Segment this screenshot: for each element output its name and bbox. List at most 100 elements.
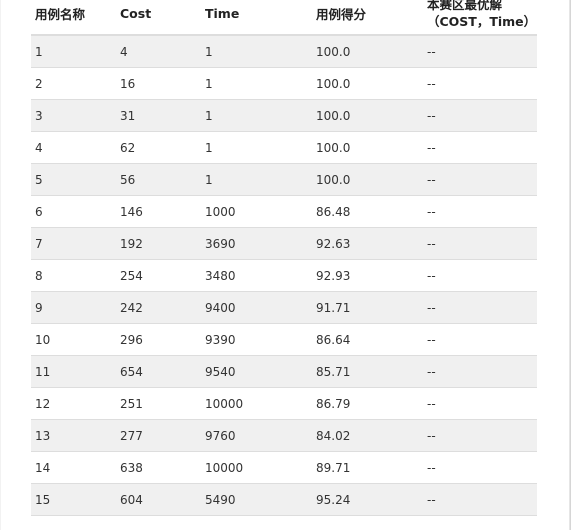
cell-score: 92.93	[312, 259, 423, 292]
cell-cost: 192	[116, 227, 201, 260]
table-row: 14 638 10000 89.71 --	[31, 451, 537, 484]
cell-best-solution: --	[423, 355, 537, 388]
right-border	[569, 0, 571, 530]
cell-case-name: 14	[31, 451, 116, 484]
table-row: 1 4 1 100.0 --	[31, 35, 537, 68]
cell-cost: 56	[116, 163, 201, 196]
cell-best-solution: --	[423, 291, 537, 324]
cell-score: 95.24	[312, 483, 423, 516]
cell-score: 92.63	[312, 227, 423, 260]
results-table: 用例名称 Cost Time 用例得分 本赛区最优解 （COST，Time） 1…	[31, 0, 537, 516]
cell-time: 1	[201, 99, 312, 132]
cell-time: 9760	[201, 419, 312, 452]
cell-score: 100.0	[312, 163, 423, 196]
cell-best-solution: --	[423, 163, 537, 196]
table-row: 2 16 1 100.0 --	[31, 67, 537, 100]
cell-case-name: 12	[31, 387, 116, 420]
cell-cost: 4	[116, 35, 201, 68]
cell-cost: 16	[116, 67, 201, 100]
cell-cost: 242	[116, 291, 201, 324]
header-best-solution-subtitle: （COST，Time）	[427, 14, 537, 29]
header-cost: Cost	[116, 0, 201, 36]
cell-time: 1	[201, 35, 312, 68]
header-time: Time	[201, 0, 312, 36]
cell-time: 3480	[201, 259, 312, 292]
table-row: 4 62 1 100.0 --	[31, 131, 537, 164]
cell-score: 91.71	[312, 291, 423, 324]
header-best-solution: 本赛区最优解 （COST，Time）	[423, 0, 537, 36]
cell-case-name: 11	[31, 355, 116, 388]
table-row: 5 56 1 100.0 --	[31, 163, 537, 196]
cell-time: 10000	[201, 451, 312, 484]
cell-case-name: 15	[31, 483, 116, 516]
table-row: 10 296 9390 86.64 --	[31, 323, 537, 356]
cell-score: 86.48	[312, 195, 423, 228]
cell-best-solution: --	[423, 99, 537, 132]
left-border	[0, 0, 1, 530]
cell-time: 1	[201, 67, 312, 100]
cell-cost: 654	[116, 355, 201, 388]
cell-best-solution: --	[423, 195, 537, 228]
header-best-solution-title: 本赛区最优解	[427, 0, 503, 12]
table-row: 15 604 5490 95.24 --	[31, 483, 537, 516]
cell-score: 100.0	[312, 35, 423, 68]
cell-cost: 638	[116, 451, 201, 484]
cell-score: 84.02	[312, 419, 423, 452]
cell-time: 1	[201, 163, 312, 196]
cell-best-solution: --	[423, 131, 537, 164]
cell-score: 100.0	[312, 99, 423, 132]
cell-time: 1000	[201, 195, 312, 228]
cell-best-solution: --	[423, 387, 537, 420]
cell-case-name: 13	[31, 419, 116, 452]
cell-best-solution: --	[423, 67, 537, 100]
cell-time: 5490	[201, 483, 312, 516]
cell-case-name: 4	[31, 131, 116, 164]
cell-case-name: 9	[31, 291, 116, 324]
table-row: 13 277 9760 84.02 --	[31, 419, 537, 452]
cell-case-name: 10	[31, 323, 116, 356]
cell-cost: 146	[116, 195, 201, 228]
cell-case-name: 1	[31, 35, 116, 68]
cell-cost: 277	[116, 419, 201, 452]
table-row: 6 146 1000 86.48 --	[31, 195, 537, 228]
cell-score: 86.79	[312, 387, 423, 420]
table-row: 11 654 9540 85.71 --	[31, 355, 537, 388]
cell-best-solution: --	[423, 483, 537, 516]
cell-best-solution: --	[423, 259, 537, 292]
cell-case-name: 6	[31, 195, 116, 228]
cell-time: 1	[201, 131, 312, 164]
cell-time: 3690	[201, 227, 312, 260]
header-row: 用例名称 Cost Time 用例得分 本赛区最优解 （COST，Time）	[31, 0, 537, 36]
cell-score: 100.0	[312, 131, 423, 164]
cell-time: 10000	[201, 387, 312, 420]
table-row: 7 192 3690 92.63 --	[31, 227, 537, 260]
cell-time: 9400	[201, 291, 312, 324]
cell-best-solution: --	[423, 323, 537, 356]
cell-score: 89.71	[312, 451, 423, 484]
cell-cost: 31	[116, 99, 201, 132]
cell-cost: 254	[116, 259, 201, 292]
cell-best-solution: --	[423, 419, 537, 452]
cell-case-name: 7	[31, 227, 116, 260]
cell-case-name: 5	[31, 163, 116, 196]
cell-score: 100.0	[312, 67, 423, 100]
table-row: 8 254 3480 92.93 --	[31, 259, 537, 292]
cell-time: 9540	[201, 355, 312, 388]
table-body: 1 4 1 100.0 -- 2 16 1 100.0 -- 3 31 1 10…	[31, 35, 537, 516]
table-header: 用例名称 Cost Time 用例得分 本赛区最优解 （COST，Time）	[31, 0, 537, 36]
table-row: 3 31 1 100.0 --	[31, 99, 537, 132]
cell-time: 9390	[201, 323, 312, 356]
header-case-name: 用例名称	[31, 0, 116, 36]
cell-score: 86.64	[312, 323, 423, 356]
header-case-score: 用例得分	[312, 0, 423, 36]
table-row: 12 251 10000 86.79 --	[31, 387, 537, 420]
cell-case-name: 8	[31, 259, 116, 292]
cell-cost: 251	[116, 387, 201, 420]
cell-case-name: 3	[31, 99, 116, 132]
cell-score: 85.71	[312, 355, 423, 388]
table-row: 9 242 9400 91.71 --	[31, 291, 537, 324]
cell-best-solution: --	[423, 35, 537, 68]
cell-cost: 296	[116, 323, 201, 356]
cell-case-name: 2	[31, 67, 116, 100]
